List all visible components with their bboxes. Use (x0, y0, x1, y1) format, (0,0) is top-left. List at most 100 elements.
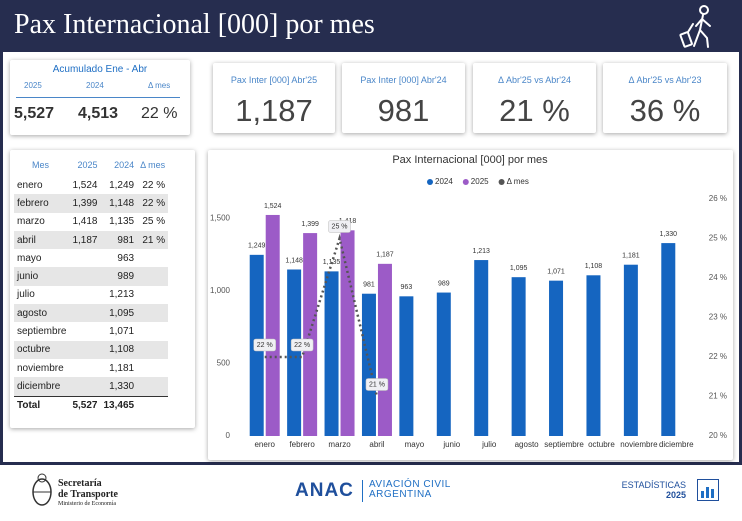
data-label: 1,181 (622, 253, 640, 260)
ministry-line: de Transporte (58, 489, 118, 500)
y2-tick-label: 22 % (709, 352, 727, 361)
table-cell: 1,524 (72, 179, 98, 191)
bar (436, 292, 451, 436)
agency-divider (362, 480, 363, 502)
data-label: 1,330 (660, 231, 678, 238)
x-tick-label: enero (254, 440, 275, 449)
table-cell (137, 304, 169, 323)
table-cell: 1,071 (109, 326, 135, 338)
table-row: noviembre 1,181 (14, 359, 168, 377)
x-tick-label: abril (369, 440, 384, 449)
kpi-value: 36 % (629, 93, 701, 128)
summary-col: Δ mes (148, 81, 171, 90)
y-tick-label: 0 (226, 431, 231, 440)
table-cell: 1,249 (109, 179, 135, 191)
summary-rule (16, 97, 180, 98)
table-row: marzo 1,418 1,135 25 % (14, 213, 168, 231)
column-header: 2025 (77, 160, 98, 170)
monthly-table: Mes 2025 2024 Δ mes enero 1,524 1,249 22 % febre… (14, 154, 169, 415)
data-label: 989 (438, 280, 450, 287)
table-cell: febrero (14, 194, 70, 213)
table-cell: 1,135 (109, 216, 135, 228)
y2-tick-label: 24 % (709, 273, 727, 282)
kpi-label: Δ Abr'25 vs Abr'23 (628, 75, 702, 85)
bar (340, 230, 355, 436)
data-label-box (290, 338, 314, 352)
data-label-box (253, 338, 276, 352)
table-row: octubre 1,108 (14, 340, 169, 359)
data-label: 21 % (369, 381, 385, 388)
table-cell: noviembre (17, 362, 64, 374)
table-cell (137, 340, 169, 359)
ministry-line: Secretaría (58, 478, 102, 489)
y-tick-label: 500 (217, 359, 231, 368)
right-border (739, 52, 742, 462)
table-cell: 1,181 (109, 362, 135, 374)
bar (265, 214, 280, 436)
table-cell: 21 % (137, 230, 169, 250)
data-label: 1,108 (585, 263, 603, 270)
y2-tick-label: 21 % (709, 392, 727, 401)
table-cell (69, 286, 100, 304)
table-cell: marzo (17, 216, 45, 228)
legend-swatch (462, 179, 469, 185)
table-cell: 1,213 (109, 289, 135, 301)
data-label-box (328, 220, 351, 233)
column-header: Mes (32, 160, 50, 170)
bar (287, 269, 302, 436)
data-label: 25 % (332, 223, 348, 230)
bar (511, 277, 526, 436)
agency-line: AVIACIÓN CIVIL (369, 479, 451, 490)
table-cell: enero (17, 179, 43, 191)
x-tick-label: agosto (515, 440, 540, 449)
table-cell (69, 340, 101, 359)
table-row: enero 1,524 1,249 22 % (14, 176, 168, 194)
stats-line: 2025 (665, 490, 686, 500)
legend-label: Δ mes (507, 177, 529, 186)
left-border (0, 52, 3, 462)
x-tick-label: marzo (328, 440, 351, 449)
agency-line: ARGENTINA (369, 489, 432, 500)
data-label-box (365, 378, 389, 391)
summary-value: 5,527 (14, 105, 55, 122)
data-label: 22 % (294, 342, 310, 349)
kpi-value: 981 (377, 93, 430, 128)
table-cell (69, 377, 101, 397)
kpi-card: Pax Inter [000] Abr'24 981 (342, 63, 465, 133)
table-cell (137, 377, 169, 397)
bar (623, 264, 638, 436)
table-cell: julio (17, 289, 35, 301)
x-tick-label: junio (442, 440, 460, 449)
summary-title: Acumulado Ene - Abr (52, 64, 148, 75)
data-label: 963 (401, 284, 413, 291)
stats-line: ESTADÍSTICAS (621, 480, 686, 490)
summary-card: Acumulado Ene - Abr 2025 2024 Δ mes 5,52… (10, 60, 190, 135)
traveler-icon (679, 5, 711, 48)
x-tick-label: julio (481, 440, 497, 449)
table-cell: 1,399 (69, 194, 101, 213)
kpi-label: Pax Inter [000] Abr'24 (360, 75, 447, 85)
bar (399, 296, 414, 436)
table-cell (69, 304, 101, 323)
bar (549, 280, 564, 436)
table-cell: 25 % (142, 216, 166, 228)
table-cell: 981 (100, 230, 138, 250)
page-title: Pax Internacional [000] por mes (14, 9, 375, 40)
bar (661, 243, 676, 436)
y-tick-label: 1,500 (210, 214, 231, 223)
data-label: 1,399 (301, 221, 319, 228)
kpi-card: Pax Inter [000] Abr'25 1,187 (213, 63, 335, 133)
table-cell: 13,465 (100, 395, 138, 415)
summary-col: 2024 (86, 81, 104, 90)
data-label: 1,095 (510, 265, 528, 272)
table-cell (137, 359, 168, 377)
table-cell: mayo (17, 252, 42, 264)
x-tick-label: noviembre (620, 440, 658, 449)
ministry-line: Ministerio de Economía (58, 501, 116, 507)
y2-tick-label: 26 % (709, 194, 727, 203)
kpi-label: Δ Abr'25 vs Abr'24 (498, 75, 571, 85)
y2-tick-label: 20 % (709, 431, 727, 440)
table-cell: 963 (117, 252, 135, 264)
table-row: Total 5,527 13,465 (14, 395, 169, 415)
